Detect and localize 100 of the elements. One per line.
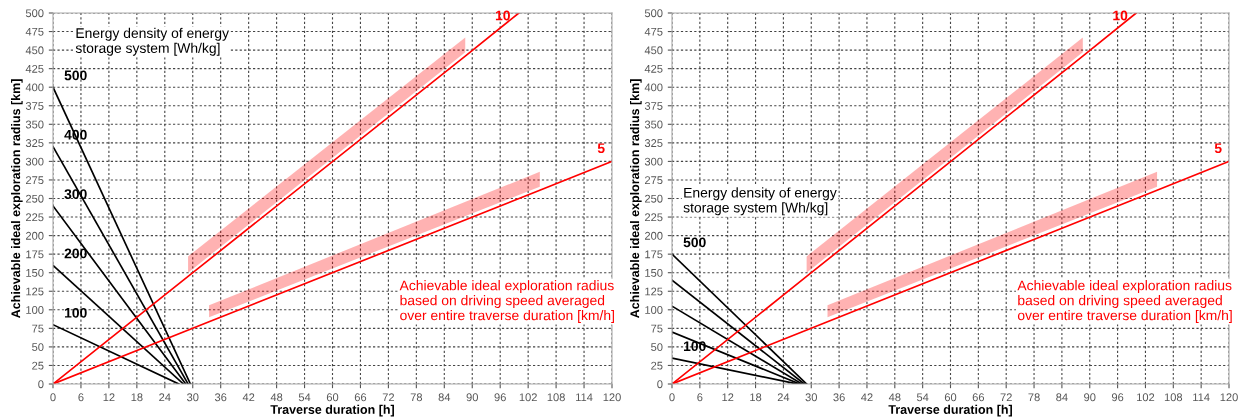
- x-tick-label: 18: [750, 393, 762, 402]
- series-label: 500: [683, 237, 706, 248]
- x-tick-label: 0: [50, 393, 56, 402]
- y-tick-label: 200: [644, 231, 663, 240]
- x-tick-label: 120: [603, 393, 621, 402]
- annotation: Achievable ideal exploration radius based on driving speed averaged over entire traverse duration [km/h]: [1017, 280, 1232, 323]
- x-tick-label: 36: [214, 393, 227, 402]
- series-label: 5: [1214, 143, 1222, 154]
- series-label: 10: [1113, 10, 1128, 21]
- x-tick-label: 114: [1193, 393, 1210, 402]
- x-tick-label: 102: [519, 393, 537, 402]
- x-tick-label: 54: [916, 393, 929, 402]
- y-tick-label: 0: [38, 380, 44, 389]
- x-tick-label: 78: [410, 393, 423, 402]
- x-tick-label: 96: [494, 393, 506, 402]
- y-tick-label: 200: [25, 231, 44, 240]
- x-tick-label: 66: [972, 393, 985, 402]
- y-tick-label: 175: [645, 250, 663, 259]
- y-tick-label: 375: [25, 102, 44, 110]
- y-tick-label: 300: [644, 157, 663, 166]
- x-tick-label: 66: [354, 393, 367, 402]
- y-axis-title: Achievable ideal exploration radius [km]: [11, 79, 23, 319]
- y-tick-label: 425: [644, 64, 663, 73]
- y-tick-label: 125: [26, 287, 44, 296]
- x-tick-label: 60: [326, 393, 339, 402]
- y-tick-label: 150: [645, 268, 663, 277]
- y-tick-label: 425: [25, 64, 44, 73]
- x-tick-label: 90: [466, 393, 478, 402]
- y-tick-label: 475: [25, 27, 44, 36]
- y-tick-label: 175: [26, 250, 44, 259]
- y-tick-label: 300: [25, 157, 44, 166]
- y-tick-label: 325: [644, 139, 663, 147]
- y-tick-label: 150: [26, 268, 44, 277]
- x-tick-label: 102: [1137, 393, 1155, 402]
- y-tick-label: 25: [651, 361, 663, 370]
- x-tick-label: 6: [78, 393, 84, 402]
- y-tick-label: 50: [651, 343, 663, 352]
- y-tick-label: 275: [644, 176, 663, 185]
- y-axis-title: Achievable ideal exploration radius [km]: [630, 79, 642, 319]
- x-tick-label: 30: [186, 393, 199, 402]
- y-tick-label: 125: [645, 287, 663, 296]
- x-tick-label: 24: [777, 393, 790, 402]
- x-tick-label: 120: [1220, 393, 1238, 402]
- y-tick-label: 75: [651, 324, 663, 333]
- y-tick-label: 50: [32, 343, 44, 352]
- y-tick-label: 350: [25, 120, 44, 129]
- series-label: 200: [64, 248, 87, 259]
- y-tick-label: 250: [25, 194, 44, 203]
- x-tick-label: 12: [722, 393, 734, 402]
- x-axis-title: Traverse duration [h]: [888, 404, 1012, 417]
- y-tick-label: 75: [32, 324, 44, 333]
- series-label: 100: [64, 307, 87, 318]
- x-tick-label: 90: [1084, 393, 1096, 402]
- x-tick-label: 12: [103, 393, 115, 402]
- y-tick-label: 100: [645, 306, 663, 314]
- y-tick-label: 500: [25, 9, 44, 18]
- x-tick-label: 78: [1028, 393, 1040, 402]
- x-tick-label: 84: [438, 393, 451, 402]
- x-tick-label: 114: [576, 393, 593, 402]
- annotation: Energy density of energy storage system [Wh/kg]: [683, 187, 837, 216]
- x-tick-label: 84: [1056, 393, 1068, 402]
- x-tick-label: 72: [382, 393, 395, 402]
- y-tick-label: 250: [644, 194, 663, 203]
- x-tick-label: 42: [242, 393, 255, 402]
- x-tick-label: 18: [131, 393, 143, 402]
- x-tick-label: 30: [805, 393, 817, 402]
- x-tick-label: 48: [888, 393, 901, 402]
- x-tick-label: 108: [1164, 393, 1183, 402]
- y-tick-label: 375: [644, 102, 663, 110]
- y-tick-label: 450: [25, 46, 44, 55]
- y-tick-label: 225: [25, 213, 44, 222]
- y-tick-label: 25: [32, 361, 44, 370]
- x-tick-label: 96: [1111, 393, 1124, 402]
- x-tick-label: 6: [697, 393, 703, 402]
- x-tick-label: 42: [861, 393, 873, 402]
- y-tick-label: 350: [644, 120, 663, 129]
- x-tick-label: 24: [159, 393, 171, 402]
- y-tick-label: 325: [25, 139, 44, 147]
- x-tick-label: 72: [1000, 393, 1012, 402]
- x-tick-label: 54: [298, 393, 311, 402]
- series-label: 500: [64, 70, 87, 81]
- x-tick-label: 36: [833, 393, 845, 402]
- x-axis-title: Traverse duration [h]: [270, 404, 394, 417]
- annotation: Achievable ideal exploration radius based on driving speed averaged over entire traverse duration [km/h]: [399, 280, 614, 323]
- y-tick-label: 475: [644, 27, 663, 36]
- series-label: 10: [495, 10, 510, 21]
- annotation: Energy density of energy storage system [Wh/kg]: [75, 27, 229, 56]
- y-tick-label: 400: [25, 83, 44, 92]
- y-tick-label: 400: [644, 83, 663, 92]
- y-tick-label: 450: [644, 46, 663, 55]
- y-tick-label: 275: [25, 176, 44, 185]
- y-tick-label: 100: [26, 306, 44, 314]
- x-tick-label: 108: [547, 393, 565, 402]
- x-tick-label: 0: [669, 393, 675, 402]
- x-tick-label: 60: [944, 393, 957, 402]
- series-label: 5: [597, 143, 605, 154]
- y-tick-label: 500: [644, 9, 663, 18]
- y-tick-label: 0: [657, 380, 663, 389]
- y-tick-label: 225: [644, 213, 663, 222]
- x-tick-label: 48: [270, 393, 283, 402]
